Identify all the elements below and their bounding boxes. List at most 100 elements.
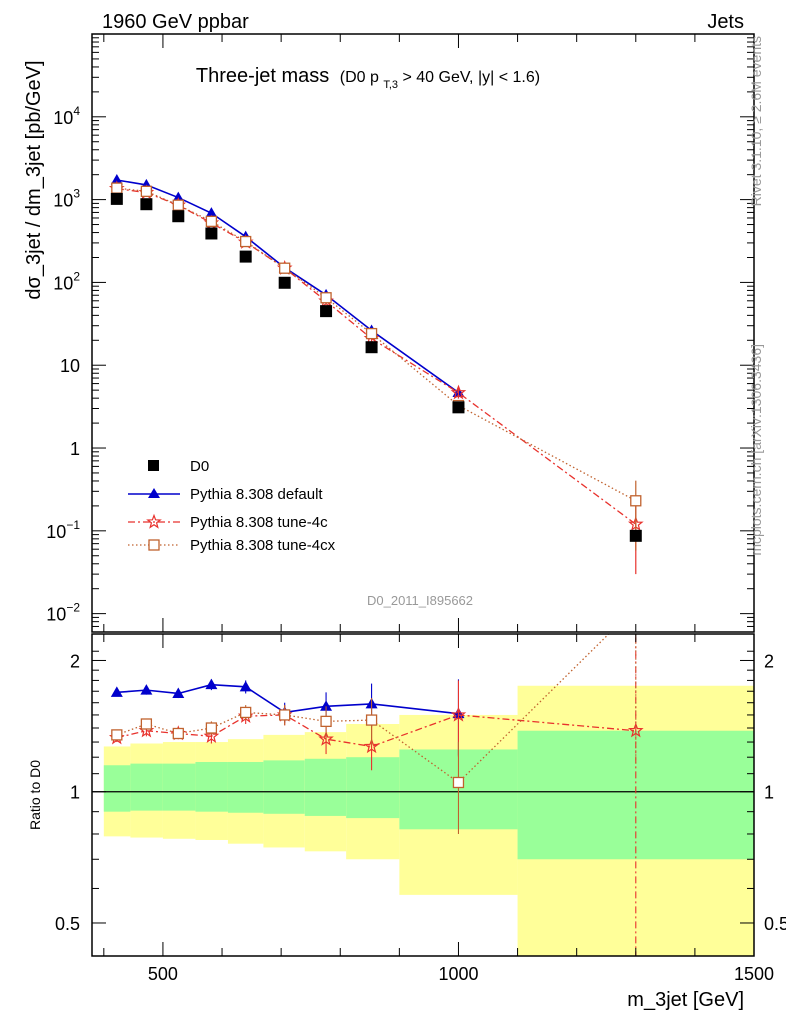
stat-uncertainty-band <box>517 730 754 860</box>
ratio-y-tick-label: 0.5 <box>55 914 80 934</box>
main-point-tune-4cx <box>365 327 378 340</box>
ratio-point-tune-4cx <box>365 714 378 726</box>
plot-title-subscript: T,3 <box>383 79 398 91</box>
legend-marker-default <box>148 488 160 498</box>
x-tick-label: 1000 <box>438 964 478 984</box>
main-panel-frame <box>91 33 755 633</box>
ratio-point-tune-4c <box>203 728 220 744</box>
main-point-tune-4c <box>450 384 467 400</box>
ratio-point-default <box>205 678 218 690</box>
rivet-label: Rivet 3.1.10, ≥ 2.6M events <box>748 36 764 206</box>
legend-label-tune-4c: Pythia 8.308 tune-4c <box>190 514 328 531</box>
legend-marker-tune-4cx <box>148 539 160 551</box>
data-point-d0 <box>278 276 291 289</box>
ratio-panel-frame <box>91 633 755 957</box>
legend-star-shape <box>146 513 162 529</box>
legend-label-d0: D0 <box>190 458 209 475</box>
y-tick-base: 1 <box>70 439 80 459</box>
y-tick-exponent: −1 <box>66 518 80 532</box>
ratio-point-tune-4cx <box>279 709 291 721</box>
main-point-tune-4cx <box>205 215 218 228</box>
ratio-panel-series <box>108 602 644 956</box>
ratio-point-tune-4cx <box>320 715 332 728</box>
ratio-y-tick-label-right: 1 <box>764 783 774 803</box>
main-point-tune-4cx <box>140 185 153 197</box>
ratio-y-tick-label: 2 <box>70 651 80 671</box>
ratio-point-tune-4c <box>318 730 334 746</box>
plot-title-prefix: (D0 p <box>340 69 379 86</box>
legend-marker-tune-4c <box>146 513 162 529</box>
stat-uncertainty-band <box>304 758 347 816</box>
main-point-tune-4cx <box>172 199 184 211</box>
ratio-point-default <box>140 684 153 695</box>
y-tick-base: 10 <box>60 356 80 376</box>
data-point-d0 <box>452 401 465 414</box>
y-tick-exponent: 3 <box>73 187 80 201</box>
data-point-d0 <box>140 198 153 211</box>
ratio-point-tune-4cx <box>240 706 252 719</box>
main-point-tune-4cx <box>111 182 123 194</box>
y-tick-base: 10 <box>53 108 73 128</box>
y-tick-base: 10 <box>53 273 73 293</box>
ratio-point-tune-4cx <box>205 722 218 734</box>
stat-uncertainty-band <box>227 761 264 813</box>
ratio-point-tune-4cx <box>631 602 641 612</box>
ratio-point-tune-4cx <box>140 718 153 730</box>
y-tick-label: 104 <box>53 104 80 128</box>
y-tick-base: 10 <box>46 605 66 625</box>
stat-uncertainty-band <box>263 760 305 814</box>
y-tick-label: 10−2 <box>46 601 80 625</box>
ratio-point-tune-4c <box>450 706 467 722</box>
x-axis-title: m_3jet [GeV] <box>627 989 744 1011</box>
main-point-default <box>172 191 185 203</box>
x-tick-label: 500 <box>148 964 178 984</box>
ratio-uncertainty-bands <box>92 685 754 956</box>
ratio-point-default <box>320 700 333 711</box>
ratio-y-tick-label: 1 <box>70 783 80 803</box>
legend-label-default: Pythia 8.308 default <box>190 486 323 503</box>
main-point-default <box>110 174 123 185</box>
ratio-y-tick-label-right: 2 <box>764 651 774 671</box>
stat-uncertainty-band <box>162 763 196 811</box>
main-point-tune-4cx <box>240 235 252 248</box>
legend: D0 Pythia 8.308 default Pythia 8.308 tun… <box>128 458 336 554</box>
x-tick-label: 1500 <box>734 964 774 984</box>
y-tick-base: 10 <box>46 522 66 542</box>
data-point-d0 <box>239 250 252 263</box>
main-line-tune-4cx <box>116 187 637 502</box>
main-panel-series <box>108 174 644 575</box>
legend-marker-d0 <box>148 460 159 471</box>
y-tick-label: 103 <box>53 187 80 211</box>
plot-title-main: Three-jet mass <box>196 65 329 87</box>
ratio-y-tick-label-right: 0.5 <box>764 914 786 934</box>
header-right: Jets <box>707 11 744 33</box>
ratio-point-default <box>172 687 185 698</box>
stat-uncertainty-band <box>195 761 228 812</box>
data-point-d0 <box>320 305 333 318</box>
y-axis-title: dσ_3jet / dm_3jet [pb/GeV] <box>23 60 45 299</box>
stat-uncertainty-band <box>103 765 131 812</box>
y-tick-exponent: 4 <box>73 104 80 118</box>
plot-title-suffix: > 40 GeV, |y| < 1.6) <box>402 69 540 86</box>
y-tick-label: 1 <box>70 439 80 459</box>
main-point-tune-4cx <box>320 292 332 304</box>
y-tick-label: 102 <box>53 269 80 293</box>
ratio-point-tune-4c <box>363 738 380 754</box>
header-left: 1960 GeV ppbar <box>102 11 249 33</box>
mcplots-label: mcplots.cern.ch [arXiv:1306.3436] <box>748 344 764 556</box>
main-line-tune-4c <box>116 187 637 525</box>
ratio-point-default <box>239 680 252 692</box>
stat-uncertainty-band <box>130 763 163 811</box>
y-tick-base: 10 <box>53 191 73 211</box>
ratio-point-tune-4cx <box>172 727 184 740</box>
data-point-d0 <box>172 210 185 223</box>
data-point-d0 <box>205 227 218 240</box>
data-point-d0 <box>110 192 123 205</box>
stat-uncertainty-band <box>346 757 400 819</box>
plot-title: Three-jet mass (D0 p T,3 > 40 GeV, |y| <… <box>196 65 540 92</box>
ratio-point-tune-4cx <box>111 729 123 741</box>
main-point-tune-4cx <box>630 495 642 507</box>
analysis-id: D0_2011_I895662 <box>367 593 473 608</box>
